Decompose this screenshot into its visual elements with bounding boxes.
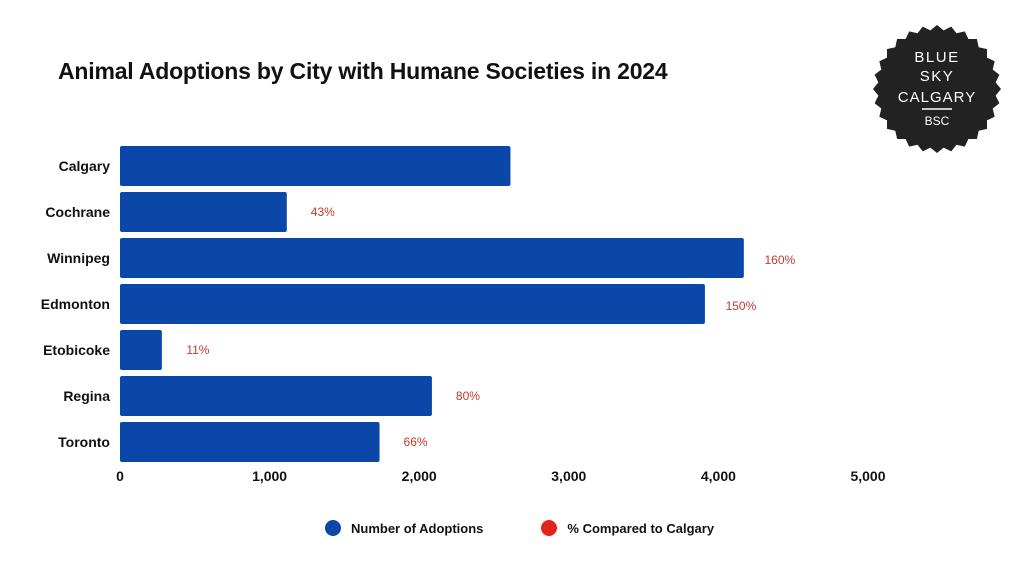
logo-line-3: CALGARY	[898, 89, 976, 106]
bar-winnipeg	[120, 238, 744, 278]
x-tick-label-1000: 1,000	[252, 468, 287, 484]
x-tick-label-2000: 2,000	[402, 468, 437, 484]
bar-edmonton	[120, 284, 705, 324]
bar-etobicoke	[120, 330, 162, 370]
x-tick-label-3000: 3,000	[551, 468, 586, 484]
legend-swatch-adoptions	[325, 520, 341, 536]
legend-item-adoptions: Number of Adoptions	[325, 520, 483, 536]
badge-background	[873, 25, 1001, 153]
bar-toronto	[120, 422, 380, 462]
category-label-toronto: Toronto	[58, 434, 110, 450]
category-label-etobicoke: Etobicoke	[43, 342, 110, 358]
logo-line-4: BSC	[925, 114, 950, 128]
x-tick-label-4000: 4,000	[701, 468, 736, 484]
legend-item-percent: % Compared to Calgary	[541, 520, 714, 536]
logo-line-1: BLUE	[914, 49, 959, 66]
x-tick-label-5000: 5,000	[850, 468, 885, 484]
x-tick-label-0: 0	[116, 468, 124, 484]
category-label-edmonton: Edmonton	[41, 296, 110, 312]
legend-label-adoptions: Number of Adoptions	[351, 520, 484, 536]
legend: Number of Adoptions % Compared to Calgar…	[325, 520, 714, 536]
category-label-regina: Regina	[63, 388, 110, 404]
percent-label-regina: 80%	[456, 389, 480, 403]
percent-label-edmonton: 150%	[726, 299, 757, 313]
percent-label-winnipeg: 160%	[764, 253, 795, 267]
legend-label-percent: % Compared to Calgary	[567, 520, 715, 536]
percent-label-etobicoke: 11%	[186, 343, 209, 357]
category-label-winnipeg: Winnipeg	[47, 250, 110, 266]
category-label-calgary: Calgary	[59, 158, 111, 174]
category-label-cochrane: Cochrane	[45, 204, 110, 220]
legend-swatch-percent	[541, 520, 558, 536]
chart-title: Animal Adoptions by City with Humane Soc…	[58, 58, 668, 84]
bar-calgary	[120, 146, 511, 186]
logo-line-2: SKY	[920, 68, 955, 85]
percent-label-toronto: 66%	[404, 435, 428, 449]
bar-cochrane	[120, 192, 287, 232]
bar-regina	[120, 376, 432, 416]
percent-label-cochrane: 43%	[311, 205, 335, 219]
blue-sky-calgary-logo: BLUE SKY CALGARY BSC	[873, 25, 1001, 153]
